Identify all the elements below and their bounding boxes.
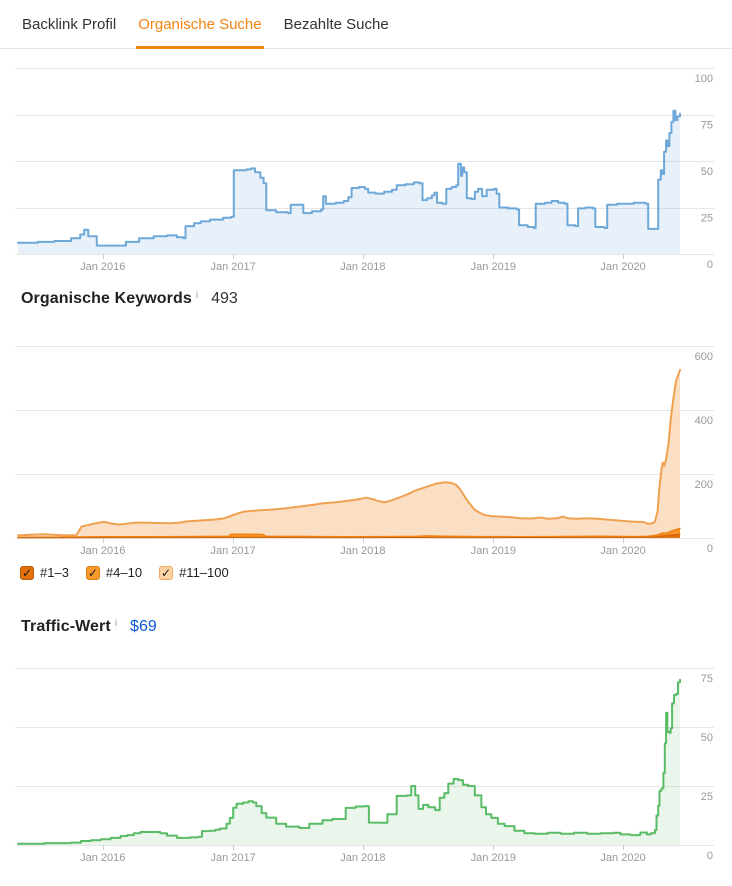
- tab-organische-suche-label: Organische Suche: [138, 15, 262, 33]
- y-axis-label: 50: [701, 166, 713, 178]
- y-axis-label: 200: [695, 479, 713, 491]
- y-axis-label: 50: [701, 732, 713, 744]
- checkbox-11-100-checked-icon[interactable]: ✓: [159, 565, 174, 580]
- traffic-wert-title: Traffic-Wert: [21, 618, 111, 635]
- legend-label-4-10: #4–10: [105, 565, 143, 580]
- legend-item-11-100[interactable]: ✓ #11–100: [159, 565, 229, 580]
- series-line-#11–100: [17, 369, 681, 537]
- x-axis-label: Jan 2018: [340, 261, 385, 273]
- x-axis-label: Jan 2016: [80, 545, 125, 557]
- legend-label-11-100: #11–100: [179, 565, 229, 580]
- organic-keywords-header: Organische Keywords i 493: [21, 290, 238, 308]
- x-axis-label: Jan 2016: [80, 852, 125, 864]
- y-axis-label: 0: [707, 850, 713, 862]
- x-axis-label: Jan 2019: [471, 261, 516, 273]
- organic-keywords-chart[interactable]: 0 200 400 600 Jan 2016 Jan 2017 Jan 2018 Jan 20…: [0, 330, 732, 562]
- legend-label-1-3: #1–3: [40, 565, 69, 580]
- x-axis-label: Jan 2018: [340, 545, 385, 557]
- series-line-#1–3: [17, 533, 681, 539]
- x-axis-label: Jan 2020: [600, 545, 645, 557]
- traffic-wert-header: Traffic-Wert i $69: [21, 618, 157, 636]
- report-tab-bar: Backlink Profil Organische Suche Bezahlt…: [0, 0, 732, 49]
- tab-backlink-profil[interactable]: Backlink Profil: [22, 15, 117, 33]
- series-area: [18, 679, 680, 845]
- series-line: [17, 109, 681, 247]
- traffic-wert-chart[interactable]: 0 25 50 75 Jan 2016 Jan 2017 Jan 2018 Jan 2019 J…: [0, 655, 732, 886]
- keywords-position-legend: ✓ #1–3 ✓ #4–10 ✓ #11–100: [20, 565, 229, 580]
- y-axis-label: 600: [695, 351, 713, 363]
- series-area-#11–100: [18, 370, 680, 538]
- info-icon[interactable]: i: [195, 290, 199, 301]
- y-axis-label: 25: [701, 213, 713, 225]
- tab-organische-suche[interactable]: Organische Suche: [136, 0, 264, 49]
- x-axis-label: Jan 2017: [211, 545, 256, 557]
- y-axis-label: 100: [695, 73, 713, 85]
- x-axis-label: Jan 2019: [471, 545, 516, 557]
- x-axis-label: Jan 2018: [340, 852, 385, 864]
- info-icon[interactable]: i: [114, 618, 118, 629]
- legend-item-4-10[interactable]: ✓ #4–10: [85, 565, 143, 580]
- x-axis-label: Jan 2020: [600, 852, 645, 864]
- y-axis-label: 0: [707, 543, 713, 555]
- series-area: [18, 110, 680, 254]
- x-axis-label: Jan 2017: [211, 852, 256, 864]
- y-axis-label: 400: [695, 415, 713, 427]
- x-axis-label: Jan 2019: [471, 852, 516, 864]
- y-axis-label: 25: [701, 791, 713, 803]
- series-line-#4–10: [17, 527, 681, 539]
- top-metric-chart[interactable]: 0 25 50 75 100 Jan 2016 Jan 2017 Jan 2018 Jan 20…: [0, 55, 732, 285]
- x-axis-label: Jan 2020: [600, 261, 645, 273]
- organic-keywords-title: Organische Keywords: [21, 290, 192, 307]
- y-axis-label: 0: [707, 259, 713, 271]
- checkbox-4-10-checked-icon[interactable]: ✓: [85, 565, 100, 580]
- x-axis-label: Jan 2016: [80, 261, 125, 273]
- checkbox-1-3-checked-icon[interactable]: ✓: [20, 565, 34, 580]
- series-line: [17, 678, 681, 845]
- active-tab-indicator: [136, 46, 264, 49]
- legend-item-1-3[interactable]: ✓ #1–3: [20, 565, 69, 580]
- y-axis-label: 75: [701, 120, 713, 132]
- organic-keywords-value: 493: [211, 290, 238, 307]
- x-axis-label: Jan 2017: [211, 261, 256, 273]
- y-axis-label: 75: [701, 673, 713, 685]
- tab-bezahlte-suche[interactable]: Bezahlte Suche: [283, 15, 389, 33]
- traffic-wert-value[interactable]: $69: [130, 618, 157, 635]
